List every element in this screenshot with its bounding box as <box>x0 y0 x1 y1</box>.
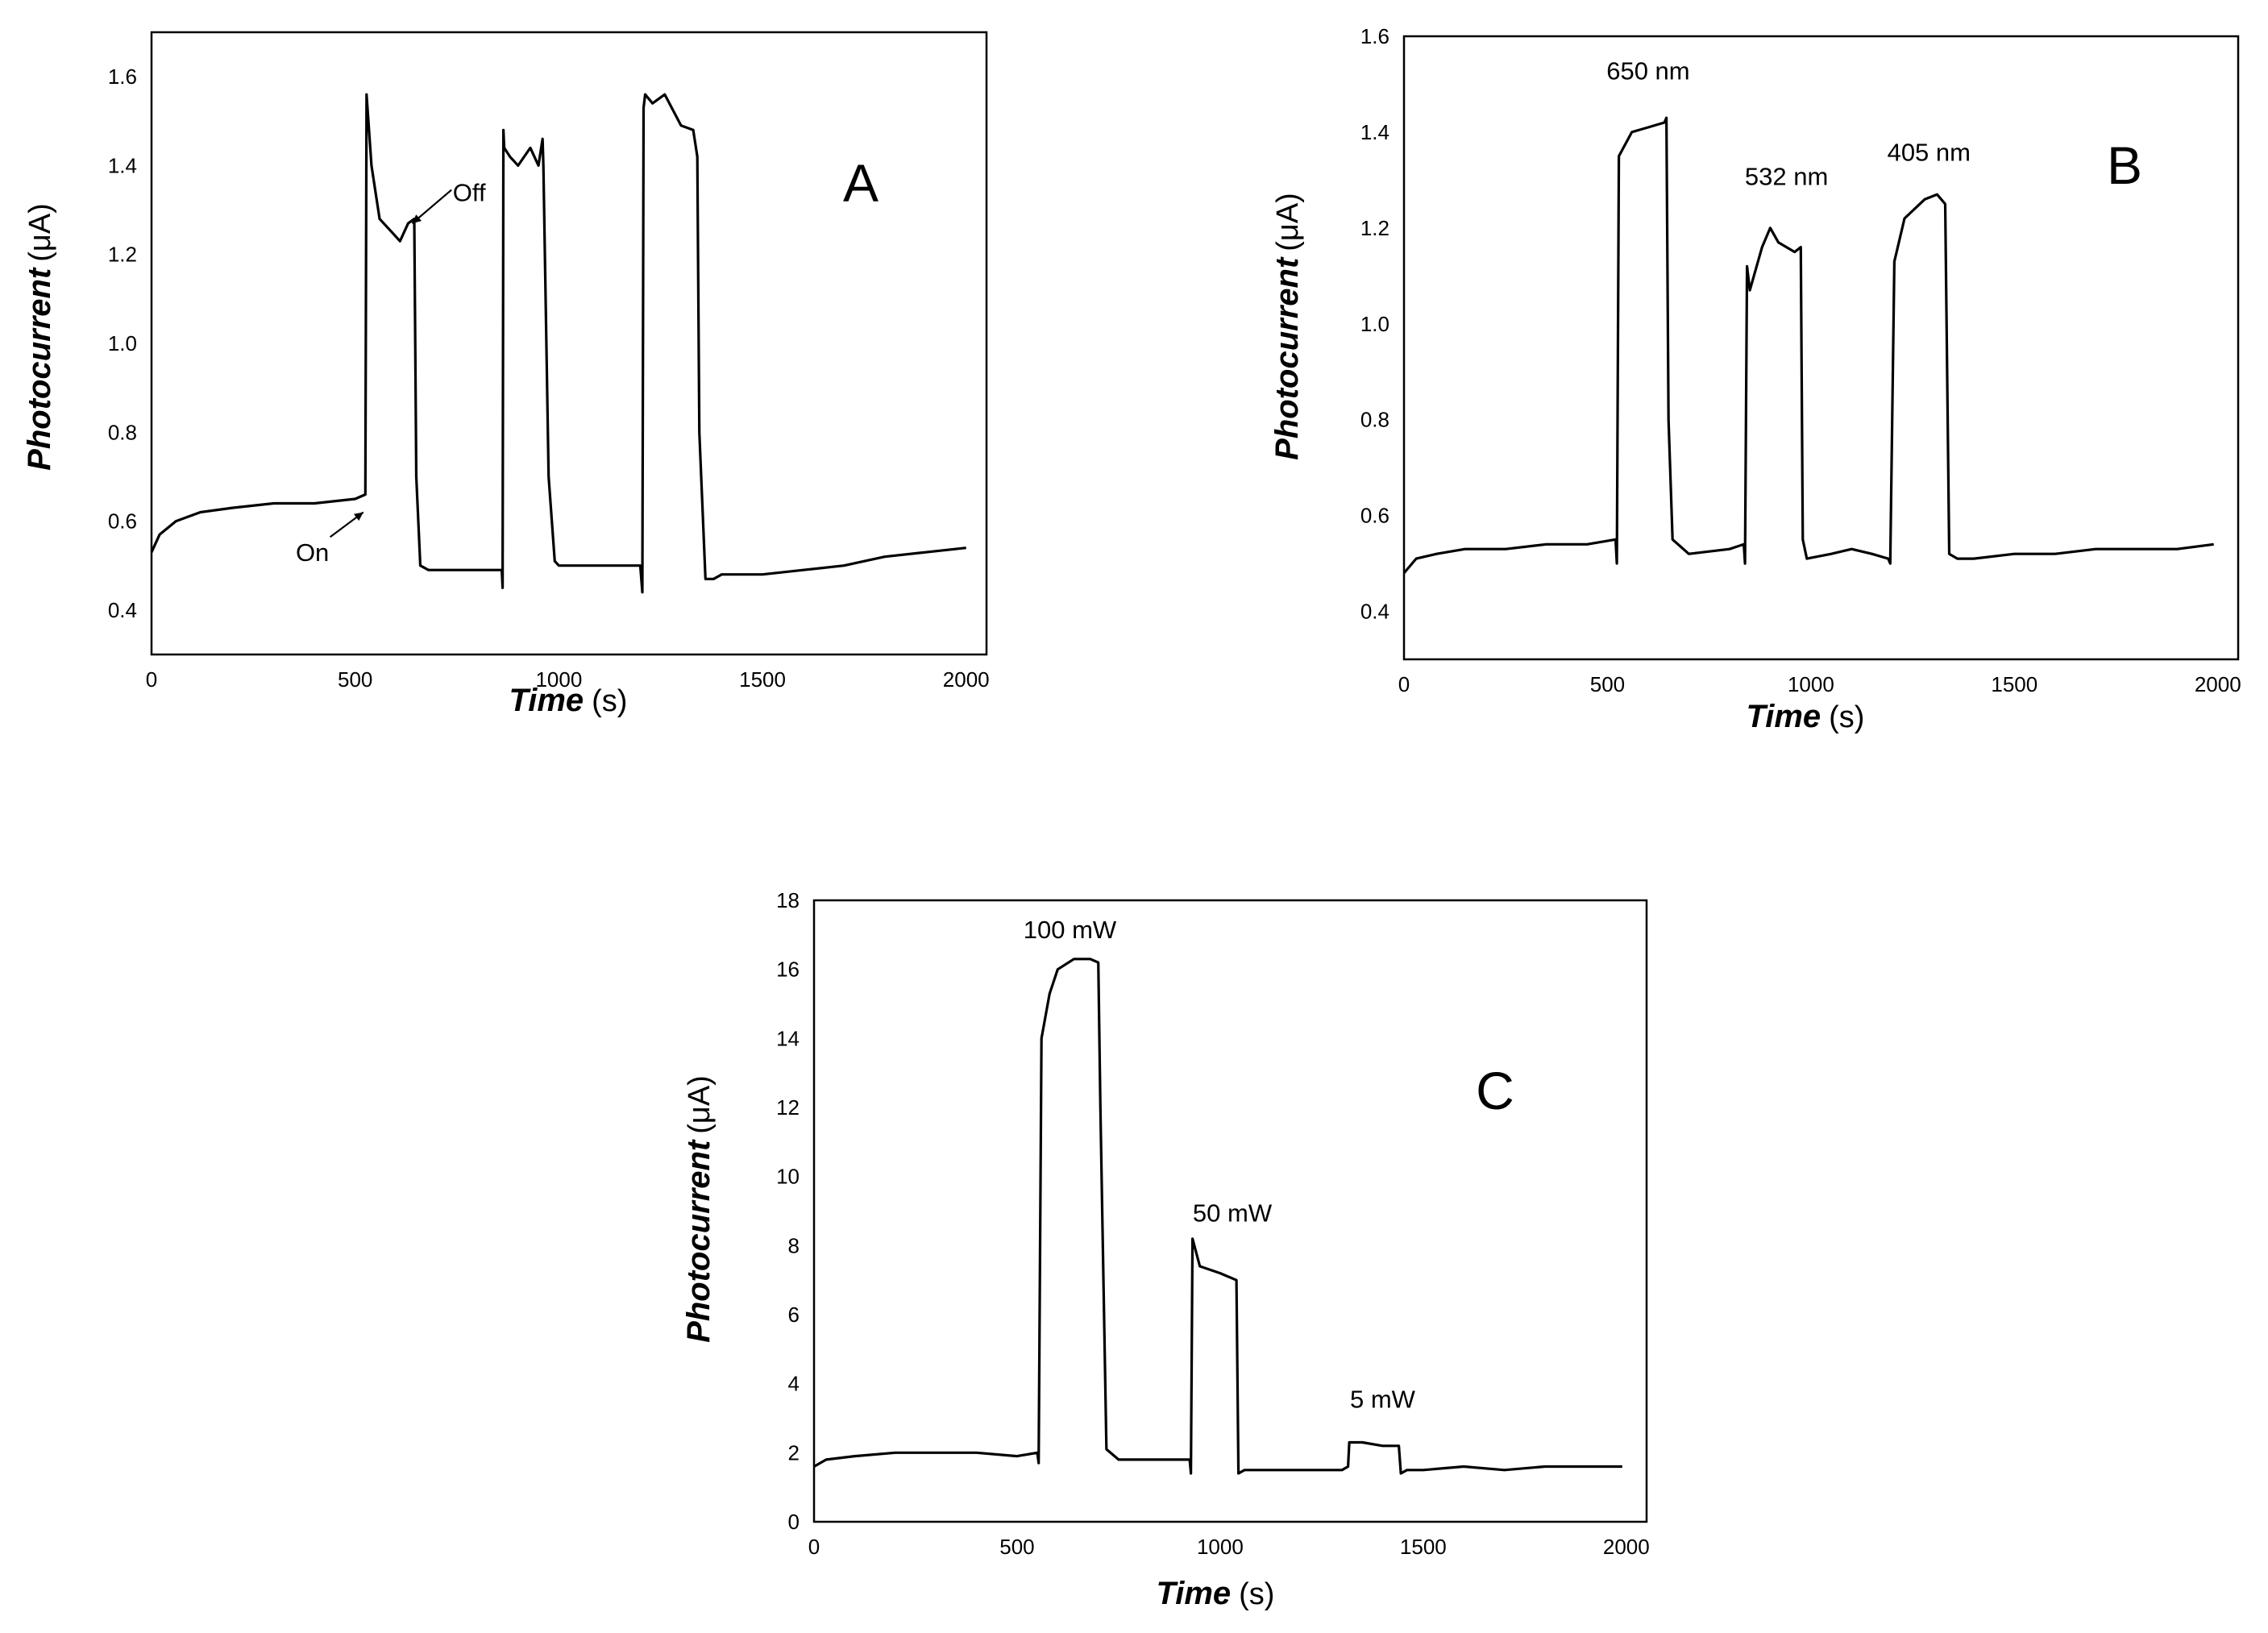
y-tick-label: 0.8 <box>108 420 137 444</box>
y-axis-title-name: Photocurrent <box>681 1139 717 1343</box>
y-tick-label: 1.6 <box>1360 24 1389 48</box>
annotation-label: 532 nm <box>1745 162 1828 190</box>
y-tick-label: 2 <box>788 1440 800 1465</box>
x-axis-title-unit: (s) <box>592 684 627 718</box>
y-tick-label: 1.4 <box>108 153 137 177</box>
panel-a-chart: 0.4 0.6 0.8 1.0 1.2 1.4 1.6 0 500 1000 1500 2000 Tim… <box>22 31 990 718</box>
x-tick-label: 2000 <box>1603 1535 1650 1559</box>
y-tick-label: 0.4 <box>108 598 137 622</box>
y-axis-title-name: Photocurrent <box>1269 256 1305 460</box>
x-tick-label: 0 <box>146 667 157 692</box>
y-tick-label: 16 <box>776 958 800 982</box>
annotation-label: 405 nm <box>1888 139 1971 167</box>
annotation-label: On <box>296 538 329 567</box>
y-tick-label: 1.6 <box>108 64 137 89</box>
x-axis-title: Time (s) <box>509 683 628 718</box>
x-tick-label: 1000 <box>1197 1535 1244 1559</box>
y-axis-title-unit: (μA) <box>683 1075 717 1134</box>
y-tick-label: 8 <box>788 1233 800 1257</box>
annotation-label: Off <box>453 179 486 207</box>
y-tick-label: 0.6 <box>108 509 137 534</box>
y-axis-title-name: Photocurrent <box>22 267 57 471</box>
x-tick-label: 0 <box>808 1535 820 1559</box>
y-tick-label: 0.8 <box>1360 408 1389 432</box>
y-tick-label: 14 <box>776 1026 800 1050</box>
x-axis-title-unit: (s) <box>1829 700 1864 734</box>
x-tick-label: 2000 <box>2195 672 2241 696</box>
annotation-label: 100 mW <box>1024 916 1117 944</box>
plot-frame <box>150 31 988 656</box>
x-tick-label: 1500 <box>1991 672 2037 696</box>
annotation-arrowhead <box>354 512 363 521</box>
x-axis-title: Time (s) <box>1747 699 1865 734</box>
panel-label: B <box>2107 135 2142 195</box>
x-tick-label: 500 <box>999 1535 1034 1559</box>
y-tick-label: 1.0 <box>1360 312 1389 336</box>
x-axis-title: Time (s) <box>1157 1576 1275 1611</box>
y-tick-label: 10 <box>776 1165 800 1189</box>
y-axis-title: Photocurrent (μA) <box>1269 193 1305 460</box>
annotation-arrowhead <box>412 214 422 224</box>
x-tick-label: 0 <box>1398 672 1410 696</box>
x-axis-title-name: Time <box>509 683 584 718</box>
y-tick-label: 0.6 <box>1360 504 1389 528</box>
annotation-label: 5 mW <box>1350 1386 1416 1414</box>
y-axis-title: Photocurrent (μA) <box>681 1075 717 1343</box>
x-axis-title-name: Time <box>1157 1576 1232 1611</box>
panel-b-chart: 0.4 0.6 0.8 1.0 1.2 1.4 1.6 0 500 1000 1500 2000 Tim… <box>1269 24 2241 734</box>
y-axis-title: Photocurrent (μA) <box>22 203 57 471</box>
x-tick-label: 1500 <box>1400 1535 1447 1559</box>
y-tick-label: 0.4 <box>1360 600 1389 624</box>
y-tick-label: 1.0 <box>108 331 137 355</box>
y-tick-label: 6 <box>788 1303 800 1327</box>
series-line-photocurrent <box>1402 116 2214 575</box>
annotation-label: 650 nm <box>1606 57 1689 85</box>
y-tick-label: 0 <box>788 1510 800 1534</box>
x-axis-title-unit: (s) <box>1239 1577 1274 1611</box>
x-tick-label: 2000 <box>943 667 990 692</box>
series-line-photocurrent <box>150 93 966 594</box>
x-tick-label: 1000 <box>1788 672 1834 696</box>
x-tick-label: 500 <box>1590 672 1625 696</box>
y-axis-title-unit: (μA) <box>23 203 57 262</box>
y-tick-label: 1.2 <box>108 243 137 267</box>
y-tick-label: 12 <box>776 1095 800 1120</box>
panel-c-chart: 0 2 4 6 8 10 12 14 16 18 0 500 1000 1500 2000 Time (s) Ph… <box>681 888 1650 1611</box>
y-tick-label: 4 <box>788 1372 800 1396</box>
x-axis-title-name: Time <box>1747 699 1821 734</box>
y-axis-title-unit: (μA) <box>1271 193 1305 251</box>
series-line-photocurrent <box>813 958 1622 1475</box>
y-tick-label: 1.4 <box>1360 120 1389 144</box>
panel-label: A <box>843 153 879 213</box>
panel-label: C <box>1476 1061 1514 1120</box>
plot-frame <box>1402 35 2240 661</box>
plot-frame <box>812 899 1648 1523</box>
y-tick-label: 18 <box>776 888 800 912</box>
y-tick-label: 1.2 <box>1360 216 1389 240</box>
x-tick-label: 1500 <box>739 667 786 692</box>
x-tick-label: 1000 <box>535 667 582 692</box>
annotation-label: 50 mW <box>1193 1199 1273 1227</box>
x-tick-label: 500 <box>338 667 372 692</box>
